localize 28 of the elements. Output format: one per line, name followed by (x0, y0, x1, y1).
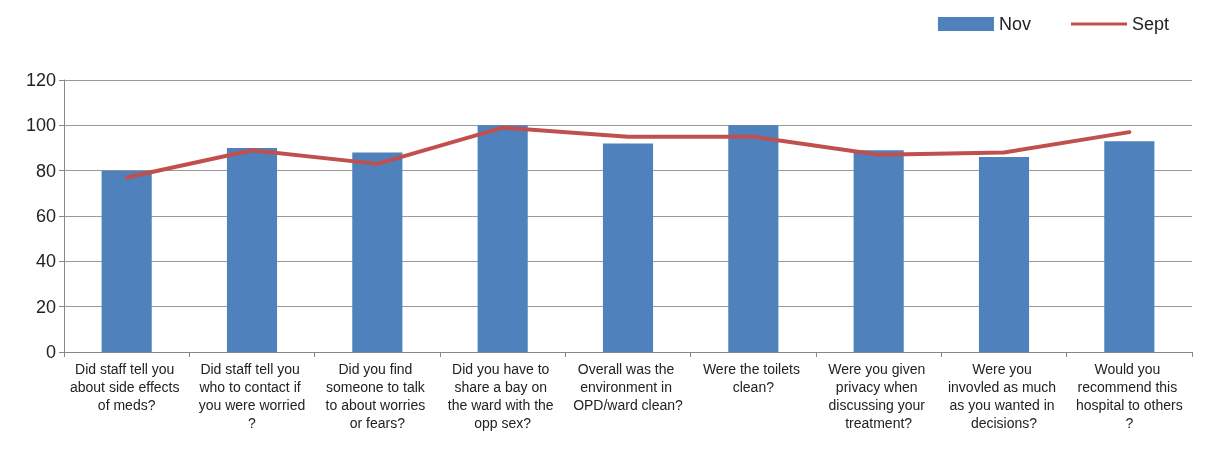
y-tick-label: 20 (35, 296, 56, 317)
y-tick-label: 100 (25, 115, 56, 136)
legend-label: Nov (998, 14, 1031, 34)
bar (853, 150, 904, 352)
x-tick-label: Were you given privacy when discussing your treatment? (828, 361, 930, 431)
y-tick-label: 80 (35, 160, 56, 181)
bar (101, 170, 152, 352)
x-tick-label: Did you have to share a bay on the ward with the opp sex? (447, 361, 558, 431)
x-tick-label: Did you find someone to talk to about worries or fears? (325, 361, 430, 431)
bar (978, 157, 1030, 352)
x-tick-label: Did staff tell you who to contact if you were worried? (198, 361, 306, 431)
x-tick-label: Did staff tell you about side effects of meds? (69, 361, 184, 413)
bar (1104, 141, 1155, 352)
x-tick-label: Were the toilets clean? (702, 361, 804, 395)
bar (226, 148, 278, 352)
x-tick-label: Overall was the environment in OPD/ward clean? (573, 361, 684, 413)
y-tick-label: 120 (25, 70, 56, 90)
x-tick-label: Were you invovled as much as you wanted in decisions? (947, 361, 1061, 431)
bar (352, 152, 403, 352)
legend-label: Sept (1131, 14, 1169, 34)
y-tick-label: 60 (35, 206, 56, 226)
bar (602, 143, 654, 352)
bar (477, 125, 528, 352)
line-series (124, 125, 1132, 180)
x-tick-label: Would you recommend this hospital to others? (1076, 361, 1183, 431)
y-tick-label: 0 (45, 342, 56, 362)
bar (728, 125, 779, 352)
y-tick-label: 40 (35, 251, 56, 272)
